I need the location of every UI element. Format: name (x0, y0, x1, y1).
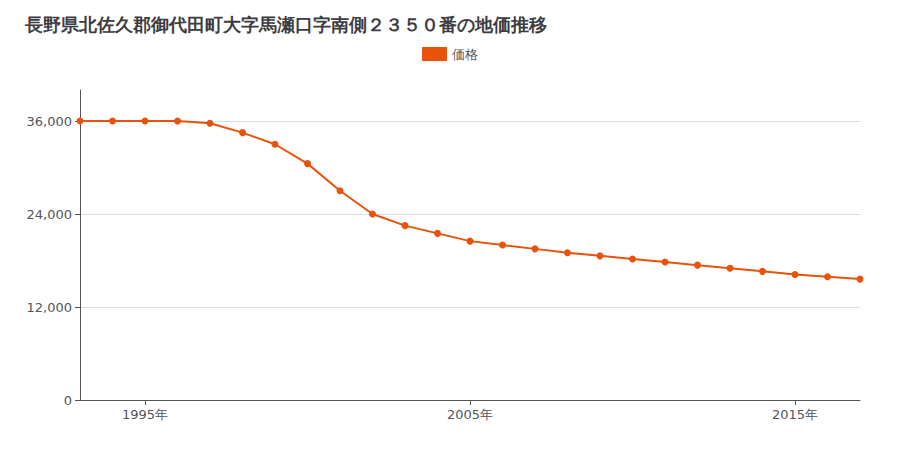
svg-text:36,000: 36,000 (27, 114, 73, 129)
svg-text:24,000: 24,000 (27, 207, 73, 222)
svg-text:1995年: 1995年 (122, 407, 168, 422)
svg-text:価格: 価格 (452, 47, 478, 62)
svg-text:長野県北佐久郡御代田町大字馬瀬口字南側２３５０番の地価推移: 長野県北佐久郡御代田町大字馬瀬口字南側２３５０番の地価推移 (24, 14, 547, 35)
svg-text:12,000: 12,000 (27, 300, 73, 315)
svg-text:0: 0 (64, 393, 72, 408)
svg-text:2005年: 2005年 (447, 407, 493, 422)
svg-text:2015年: 2015年 (772, 407, 818, 422)
